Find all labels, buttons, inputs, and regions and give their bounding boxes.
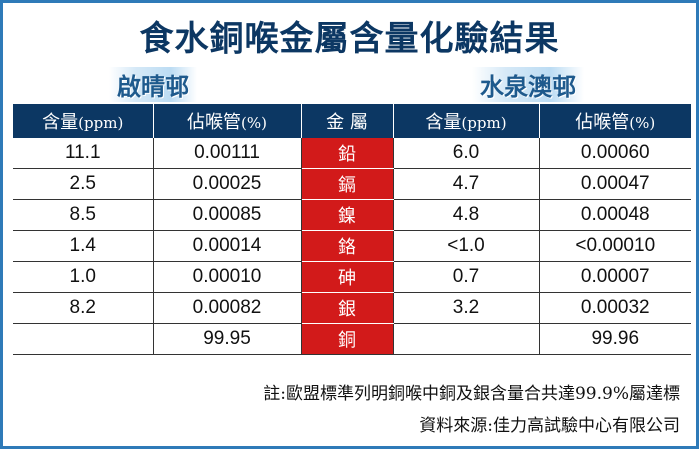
- header-left-content-label: 含量: [42, 112, 79, 133]
- table-row: 2.5 0.00025 鎘 4.7 0.00047: [13, 168, 691, 200]
- metal-cell: 銅: [300, 323, 393, 355]
- left-pct-cell: 0.00111: [152, 138, 301, 169]
- left-ppm-cell: 1.0: [13, 261, 153, 293]
- table-row: 1.0 0.00010 砷 0.7 0.00007: [13, 261, 691, 293]
- left-ppm-cell: 8.5: [13, 199, 153, 231]
- right-pct-cell: 0.00007: [538, 261, 691, 293]
- right-ppm-cell: 3.2: [392, 292, 539, 324]
- results-table: 含量(ppm) 佔喉管(%) 金 屬 含量(ppm) 佔喉管(%) 11.1 0…: [13, 104, 691, 355]
- right-pct-cell: 0.00032: [538, 292, 691, 324]
- right-ppm-cell: 4.8: [392, 199, 539, 231]
- right-pct-cell: 0.00048: [538, 199, 691, 231]
- left-pct-cell: 0.00085: [152, 199, 301, 231]
- left-pct-cell: 0.00025: [152, 168, 301, 200]
- left-ppm-cell: 2.5: [13, 168, 153, 200]
- left-ppm-cell: 11.1: [13, 138, 153, 169]
- header-right-content-label: 含量: [425, 112, 462, 133]
- table-row: 1.4 0.00014 鉻 <1.0 <0.00010: [13, 230, 691, 262]
- left-ppm-cell: 1.4: [13, 230, 153, 262]
- header-right-content-unit: (ppm): [461, 114, 507, 132]
- table-row: 99.95 銅 99.96: [13, 323, 691, 355]
- header-metal: 金 屬: [300, 104, 393, 138]
- header-left-share-unit: (%): [241, 114, 267, 132]
- region-label-left: 啟晴邨: [109, 67, 197, 102]
- metal-cell: 鉻: [300, 230, 393, 262]
- left-pct-cell: 0.00014: [152, 230, 301, 262]
- left-pct-cell: 99.95: [152, 323, 301, 355]
- metal-cell: 鎘: [300, 168, 393, 200]
- metal-cell: 砷: [300, 261, 393, 293]
- header-right-content: 含量(ppm): [392, 104, 539, 138]
- metal-cell: 鎳: [300, 199, 393, 231]
- source-credit: 資料來源:佳力高試驗中心有限公司: [419, 416, 680, 436]
- header-right-share-label: 佔喉管: [575, 112, 630, 133]
- table-row: 11.1 0.00111 鉛 6.0 0.00060: [13, 138, 691, 169]
- right-ppm-cell: 0.7: [392, 261, 539, 293]
- region-label-right: 水泉澳邨: [472, 67, 584, 102]
- right-ppm-cell: [392, 323, 539, 355]
- right-ppm-cell: 4.7: [392, 168, 539, 200]
- header-left-content-unit: (ppm): [78, 114, 124, 132]
- right-pct-cell: <0.00010: [538, 230, 691, 262]
- left-ppm-cell: 8.2: [13, 292, 153, 324]
- metal-cell: 鉛: [300, 138, 393, 169]
- table-row: 8.5 0.00085 鎳 4.8 0.00048: [13, 199, 691, 231]
- table-header-row: 含量(ppm) 佔喉管(%) 金 屬 含量(ppm) 佔喉管(%): [13, 104, 691, 138]
- header-right-share: 佔喉管(%): [538, 104, 691, 138]
- table-row: 8.2 0.00082 銀 3.2 0.00032: [13, 292, 691, 324]
- metal-cell: 銀: [300, 292, 393, 324]
- left-ppm-cell: [13, 323, 153, 355]
- right-ppm-cell: <1.0: [392, 230, 539, 262]
- header-left-content: 含量(ppm): [13, 104, 153, 138]
- left-pct-cell: 0.00010: [152, 261, 301, 293]
- right-pct-cell: 99.96: [538, 323, 691, 355]
- header-left-share: 佔喉管(%): [152, 104, 301, 138]
- header-right-share-unit: (%): [629, 114, 656, 132]
- footnote: 註:歐盟標準列明銅喉中銅及銀含量合共達99.9%屬達標: [263, 384, 680, 404]
- page-title: 食水銅喉金屬含量化驗結果: [139, 19, 560, 59]
- left-pct-cell: 0.00082: [152, 292, 301, 324]
- header-left-share-label: 佔喉管: [187, 112, 242, 133]
- right-ppm-cell: 6.0: [392, 138, 539, 169]
- right-pct-cell: 0.00047: [538, 168, 691, 200]
- right-pct-cell: 0.00060: [538, 138, 691, 169]
